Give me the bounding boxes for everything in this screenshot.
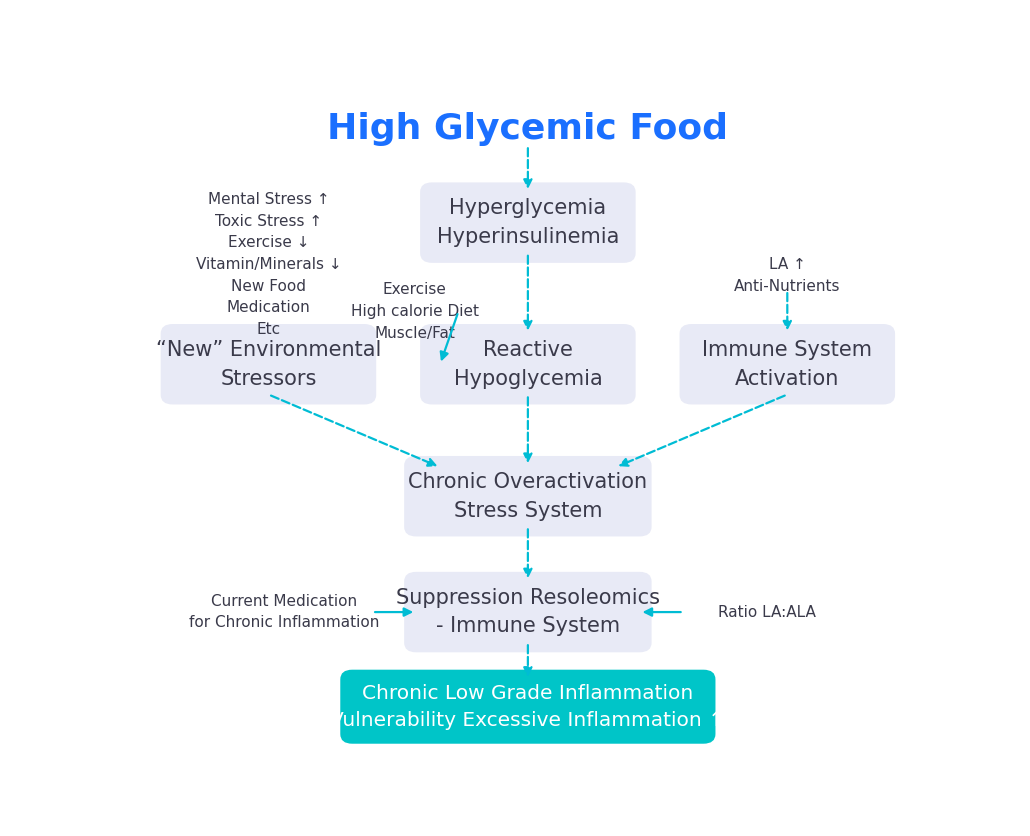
Text: Suppression Resoleomics
- Immune System: Suppression Resoleomics - Immune System	[396, 588, 660, 636]
FancyBboxPatch shape	[161, 324, 376, 405]
Text: Current Medication
for Chronic Inflammation: Current Medication for Chronic Inflammat…	[190, 594, 380, 630]
FancyBboxPatch shape	[420, 182, 636, 263]
Text: Immune System
Activation: Immune System Activation	[702, 340, 872, 389]
Text: “New” Environmental
Stressors: “New” Environmental Stressors	[156, 340, 381, 389]
FancyBboxPatch shape	[404, 456, 652, 537]
Text: Mental Stress ↑
Toxic Stress ↑
Exercise ↓
Vitamin/Minerals ↓
New Food
Medication: Mental Stress ↑ Toxic Stress ↑ Exercise …	[196, 192, 341, 337]
FancyBboxPatch shape	[404, 572, 652, 652]
Text: Hyperglycemia
Hyperinsulinemia: Hyperglycemia Hyperinsulinemia	[437, 198, 619, 247]
Text: Chronic Overactivation
Stress System: Chronic Overactivation Stress System	[408, 472, 648, 521]
FancyBboxPatch shape	[340, 670, 716, 744]
Text: Reactive
Hypoglycemia: Reactive Hypoglycemia	[453, 340, 603, 389]
Text: Ratio LA:ALA: Ratio LA:ALA	[718, 604, 817, 619]
Text: Exercise
High calorie Diet
Muscle/Fat: Exercise High calorie Diet Muscle/Fat	[350, 283, 479, 340]
FancyBboxPatch shape	[420, 324, 636, 405]
Text: High Glycemic Food: High Glycemic Food	[328, 112, 728, 146]
Text: Chronic Low Grade Inflammation
Vulnerability Excessive Inflammation ↑: Chronic Low Grade Inflammation Vulnerabi…	[331, 684, 725, 730]
FancyBboxPatch shape	[680, 324, 895, 405]
Text: LA ↑
Anti-Nutrients: LA ↑ Anti-Nutrients	[734, 257, 840, 293]
